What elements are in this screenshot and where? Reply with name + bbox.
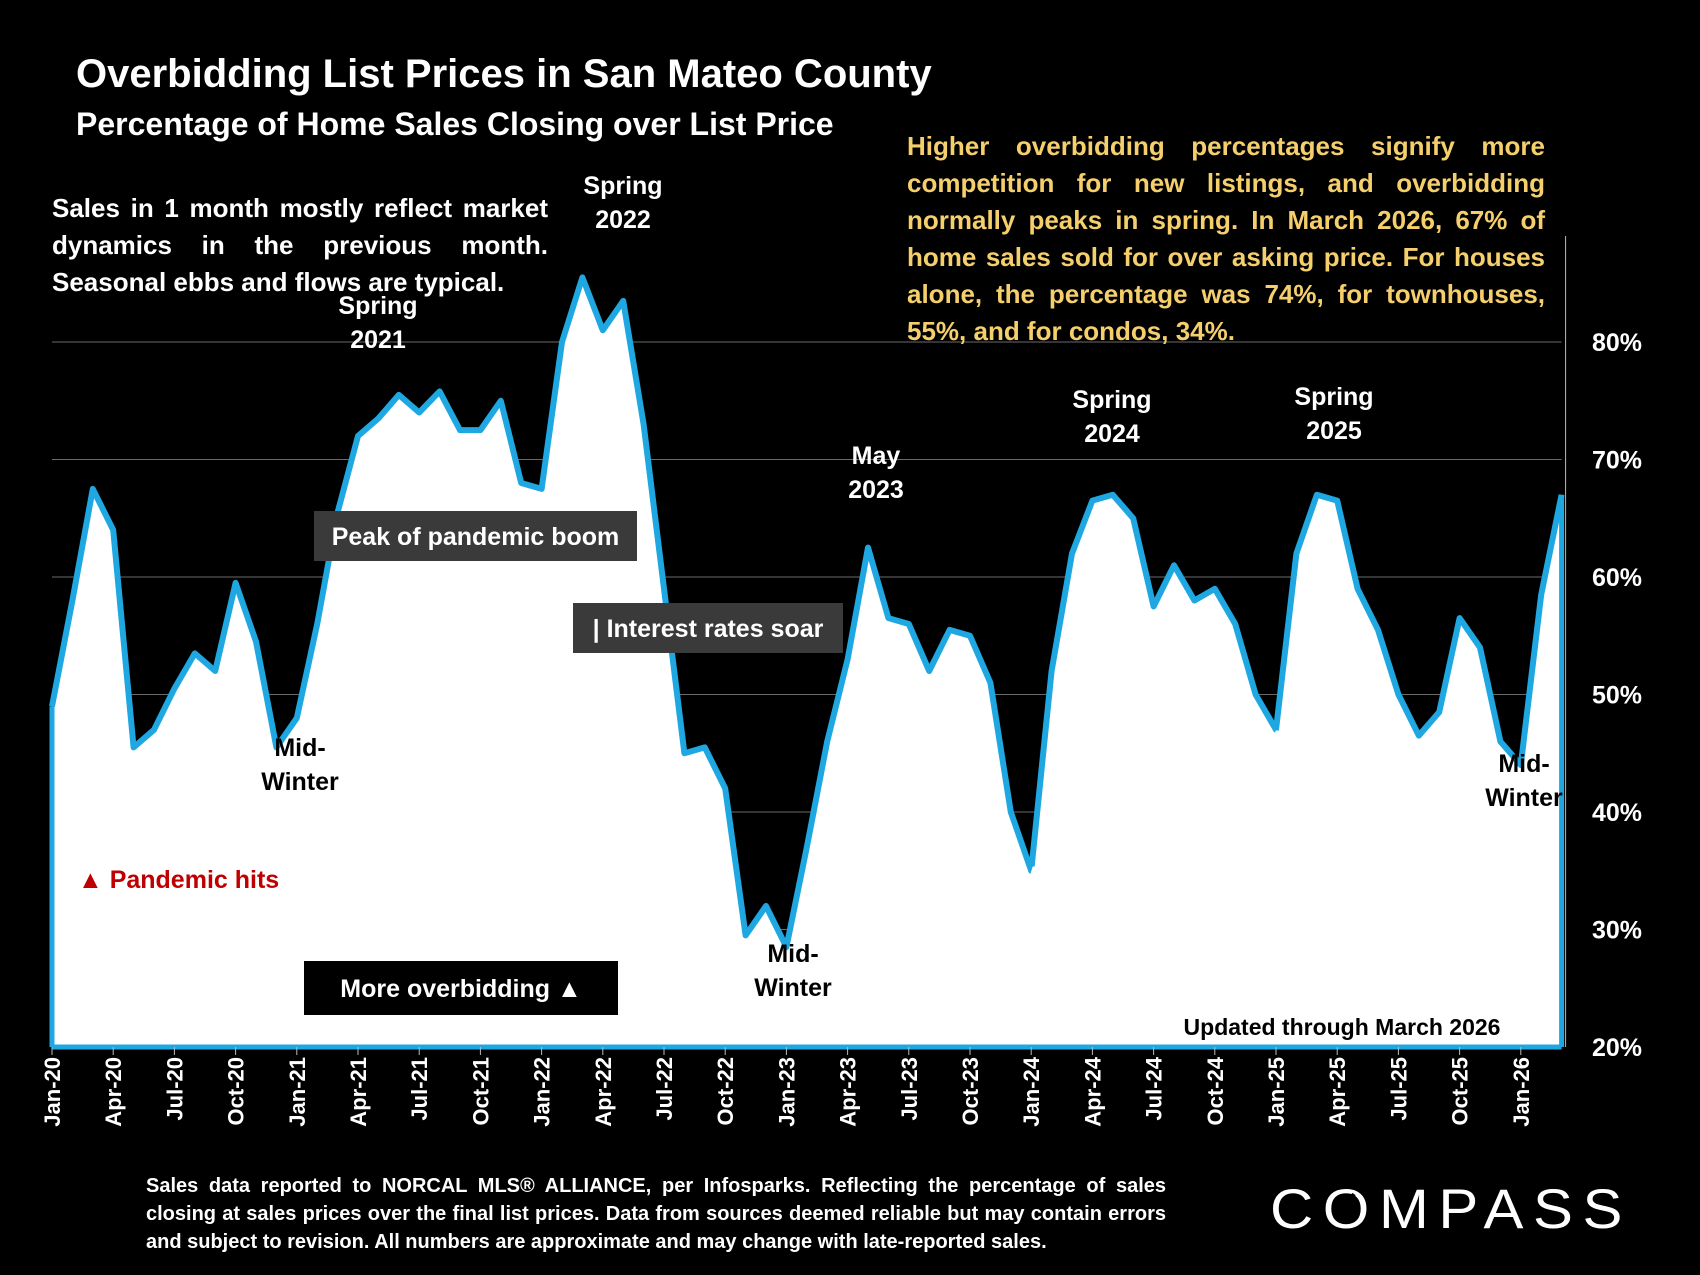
series-line	[49, 274, 1565, 951]
annotation-label: Mid-	[1261, 726, 1312, 754]
x-tick-label: Jul-21	[407, 1057, 432, 1121]
logo-slash	[1334, 1192, 1356, 1222]
annotation-label: Spring	[1072, 386, 1151, 414]
x-tick-label: Oct-23	[958, 1057, 983, 1125]
annotation-label: Mid-	[767, 940, 818, 968]
annotation-label: Winter	[1248, 760, 1326, 788]
x-tick-label: Apr-22	[591, 1057, 616, 1127]
x-tick-label: Jan-23	[774, 1057, 799, 1127]
note-right: Higher overbidding percentages signify m…	[907, 131, 1545, 346]
annotation-label: 2022	[595, 206, 651, 234]
chart-subtitle: Percentage of Home Sales Closing over Li…	[76, 106, 834, 142]
pandemic-label: ▲ Pandemic hits	[78, 866, 279, 894]
logo-wordmark: COMPASS	[1270, 1177, 1632, 1240]
x-tick-label: Jan-21	[285, 1057, 310, 1127]
x-tick-label: Jul-25	[1386, 1057, 1411, 1121]
footer-disclaimer: Sales data reported to NORCAL MLS® ALLIA…	[146, 1175, 1166, 1253]
x-tick-label: Jan-20	[40, 1057, 65, 1127]
chart-svg: Spring 2021 Spring 2022 May 2023 Spring 2024 Spr…	[40, 172, 1642, 1127]
annotation-label: 2024	[1084, 420, 1140, 448]
y-tick-label: 70%	[1592, 447, 1642, 475]
annotation-label: Mid-	[274, 734, 325, 762]
annotation-label: Spring	[338, 292, 417, 320]
rates-label: | Interest rates soar	[593, 615, 824, 643]
x-tick-label: Oct-24	[1203, 1056, 1228, 1125]
annotation-label: Winter	[1485, 784, 1563, 812]
annotation-label: Mid-	[1018, 862, 1069, 890]
y-tick-label: 80%	[1592, 329, 1642, 357]
x-tick-label: Jan-24	[1019, 1056, 1044, 1126]
x-tick-label: Oct-22	[713, 1057, 738, 1125]
annotation-label: Mid-	[1498, 750, 1549, 778]
x-tick-label: Apr-20	[101, 1057, 126, 1127]
area-fill	[52, 277, 1562, 1047]
x-tick-label: Oct-21	[468, 1057, 493, 1125]
more-overbidding-label: More overbidding ▲	[340, 975, 581, 1003]
annotation-label: Winter	[754, 974, 832, 1002]
annotation-label: Spring	[1294, 383, 1373, 411]
x-tick-label: Jan-26	[1509, 1057, 1534, 1127]
y-tick-label: 40%	[1592, 799, 1642, 827]
annotation-label: May	[852, 442, 901, 470]
y-tick-label: 50%	[1592, 682, 1642, 710]
rates-label-bg	[573, 603, 843, 653]
x-tick-label: Jan-25	[1264, 1057, 1289, 1127]
x-tick-label: Oct-25	[1448, 1057, 1473, 1125]
x-tick-label: Jul-22	[652, 1057, 677, 1121]
updated-label: Updated through March 2026	[1184, 1014, 1501, 1040]
compass-logo: COMPASS	[1270, 1177, 1632, 1240]
annotation-label: Winter	[261, 768, 339, 796]
y-tick-label: 30%	[1592, 917, 1642, 945]
y-tick-label: 60%	[1592, 564, 1642, 592]
chart-title: Overbidding List Prices in San Mateo Cou…	[76, 52, 932, 96]
annotation-label: 2021	[350, 326, 406, 354]
peak-label: Peak of pandemic boom	[332, 523, 620, 551]
annotation-label: 2025	[1306, 417, 1362, 445]
annotation-label: Winter	[1005, 896, 1083, 924]
x-axis-ticks: Jan-20 Apr-20 Jul-20 Oct-20 Jan-21 Apr-21 Jul-…	[40, 1047, 1534, 1127]
x-tick-label: Jan-22	[530, 1057, 555, 1127]
x-tick-label: Jul-20	[162, 1057, 187, 1121]
annotation-label: Spring	[583, 172, 662, 200]
x-tick-label: Jul-24	[1142, 1056, 1167, 1120]
x-tick-label: Apr-23	[836, 1057, 861, 1127]
x-tick-label: Apr-21	[346, 1057, 371, 1127]
x-tick-label: Apr-24	[1080, 1056, 1105, 1126]
annotations: Spring 2021 Spring 2022 May 2023 Spring 2024 Spr…	[49, 172, 1567, 1050]
x-tick-label: Jul-23	[897, 1057, 922, 1121]
more-overbidding-label-bg	[304, 961, 618, 1015]
y-tick-label: 20%	[1592, 1034, 1642, 1062]
x-tick-label: Apr-25	[1325, 1057, 1350, 1127]
peak-label-bg	[314, 511, 637, 561]
annotation-label: 2023	[848, 476, 904, 504]
x-tick-label: Oct-20	[224, 1057, 249, 1125]
note-left: Sales in 1 month mostly reflect market d…	[52, 193, 548, 297]
y-axis-ticks: 20% 30% 40% 50% 60% 70% 80%	[1592, 329, 1642, 1062]
